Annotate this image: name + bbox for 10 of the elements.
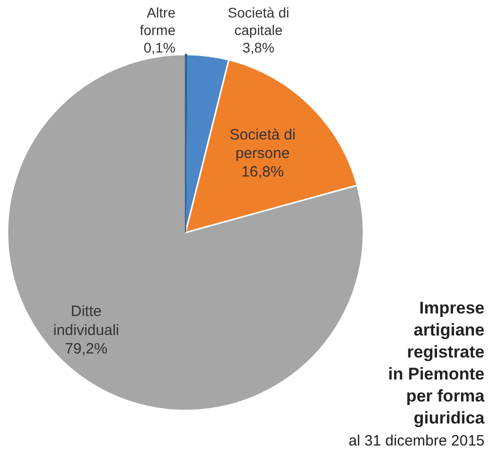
slice-label: Società di capitale [228,4,290,38]
data-label: 0,1% [144,40,176,56]
data-label: 79,2% [64,340,108,358]
text: Imprese artigiane registrate in Piemonte per forma giuridica [388,298,486,428]
text: al 31 dicembre 2015 [348,432,485,450]
slice-label: Altre forme [140,4,176,38]
slice-label: Società di persone [230,126,296,162]
slice-label: Ditte individuali [53,303,120,339]
data-label: 16,8% [241,164,284,181]
data-label: 3,8% [242,40,274,56]
